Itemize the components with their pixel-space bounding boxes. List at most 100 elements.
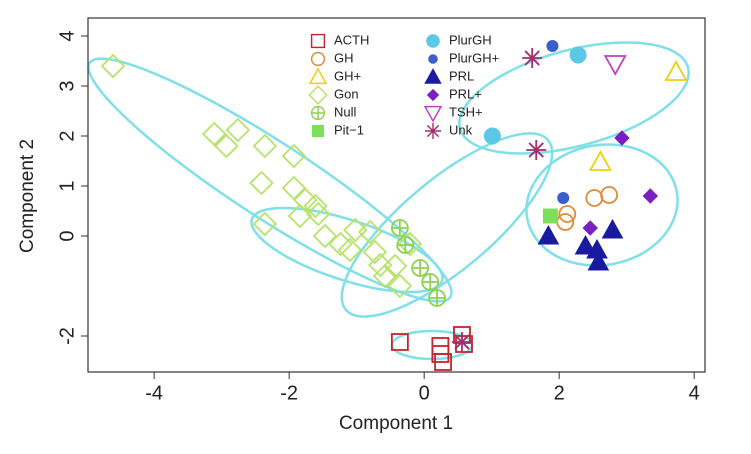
point [434, 353, 452, 371]
point [428, 289, 446, 307]
legend-marker [310, 33, 326, 49]
legend-marker [311, 124, 324, 137]
point [397, 231, 423, 257]
legend-entry: Null [310, 104, 357, 121]
x-tick-label: 0 [419, 382, 430, 404]
point [585, 189, 604, 207]
y-tick-label: 2 [56, 130, 78, 141]
x-tick-label: 4 [689, 382, 700, 404]
legend-marker [310, 51, 326, 67]
legend-entry: PRL [424, 68, 474, 84]
point [546, 40, 559, 52]
legend-label: Pit−1 [334, 122, 364, 137]
point [421, 273, 440, 291]
point [303, 193, 328, 219]
legend-marker [310, 105, 326, 121]
point-part [526, 140, 547, 160]
point [614, 130, 630, 146]
point [396, 236, 415, 254]
legend-entry: ACTH [310, 32, 369, 49]
point [483, 127, 501, 145]
point [557, 192, 570, 204]
legend-marker [423, 105, 443, 123]
x-axis-title: Component 1 [339, 413, 453, 434]
point [372, 263, 398, 289]
legend-marker [308, 67, 328, 85]
legend-entry: Unk [425, 122, 473, 139]
legend-marker [308, 85, 328, 105]
point [588, 150, 612, 171]
point [214, 133, 239, 159]
legend-entry: TSH+ [423, 104, 483, 123]
point [287, 203, 313, 229]
legend-marker [424, 68, 442, 84]
point [390, 333, 409, 351]
legend-label: GH+ [334, 68, 361, 83]
legend-marker [425, 122, 442, 139]
legend-entry: PlurGH+ [428, 50, 499, 65]
point [252, 133, 278, 159]
point [603, 55, 627, 76]
point-part [425, 122, 442, 139]
y-tick-label: 3 [56, 80, 78, 91]
cluster-ellipse [250, 206, 444, 294]
point [312, 223, 338, 249]
point-part [397, 237, 414, 253]
point-part [451, 332, 472, 352]
legend-marker [428, 54, 438, 64]
point [642, 188, 659, 204]
legend-label: PRL [449, 68, 474, 83]
point-part [422, 274, 439, 290]
x-tick-label: -2 [280, 382, 298, 404]
legend-entry: GH [310, 50, 354, 67]
point [587, 250, 610, 271]
point-part [412, 260, 429, 276]
legend-label: Null [334, 104, 357, 119]
point [362, 239, 388, 265]
y-tick-label: 1 [56, 180, 78, 191]
point [249, 170, 274, 196]
point [582, 220, 598, 236]
point [281, 143, 307, 169]
y-tick-label: -2 [56, 327, 78, 345]
point [664, 60, 688, 81]
legend-entry: Pit−1 [311, 122, 364, 137]
point-part [311, 106, 325, 120]
legend-label: Unk [449, 122, 473, 137]
legend-entry: PlurGH [426, 32, 492, 48]
plot-frame [87, 17, 706, 373]
y-tick-label: 0 [56, 230, 78, 241]
point [343, 217, 368, 243]
point [387, 273, 413, 299]
legend-label: TSH+ [449, 104, 483, 119]
legend-marker [426, 34, 440, 48]
point [542, 208, 558, 224]
point [569, 46, 587, 64]
legend-label: PlurGH+ [449, 50, 499, 65]
legend-label: Gon [334, 86, 359, 101]
x-tick-label: -4 [145, 382, 163, 404]
point [522, 48, 543, 68]
point [225, 117, 251, 143]
cluster-ellipse [525, 143, 679, 267]
point [600, 186, 619, 204]
point [537, 224, 560, 245]
point-part [429, 290, 446, 306]
legend-entry: Gon [308, 85, 359, 105]
point [526, 140, 547, 160]
point [455, 335, 473, 353]
point [252, 211, 278, 237]
point-part [391, 220, 408, 236]
cluster-ellipse [340, 132, 554, 318]
point [601, 218, 624, 239]
cluster-ellipse [458, 41, 690, 155]
point [390, 219, 409, 237]
point [558, 205, 577, 223]
point [451, 332, 472, 352]
point [305, 201, 331, 227]
legend-label: PlurGH [449, 32, 492, 47]
legend-entry: PRL+ [426, 86, 482, 102]
legend-marker [426, 88, 440, 102]
point [100, 53, 126, 79]
